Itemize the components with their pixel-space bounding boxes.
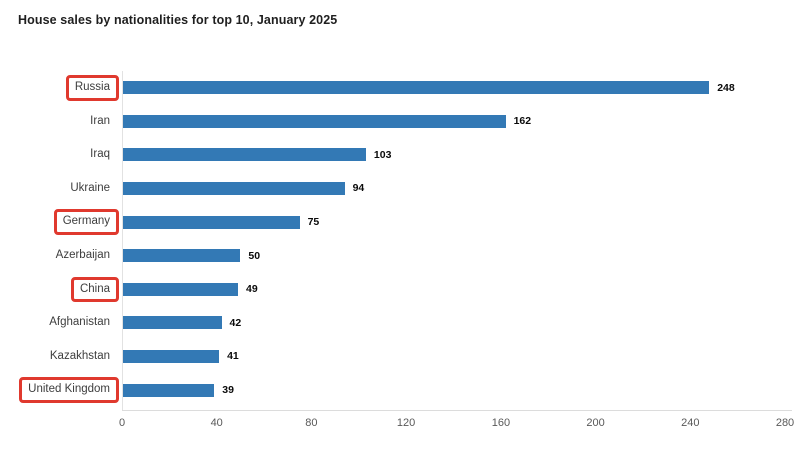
chart-title: House sales by nationalities for top 10,… — [18, 13, 338, 27]
category-label: Iraq — [90, 148, 110, 161]
bar-row: 94 — [122, 172, 785, 206]
bar — [122, 114, 506, 128]
bar-value-label: 94 — [352, 182, 365, 195]
bar-row: 248 — [122, 71, 785, 105]
category-label: Kazakhstan — [49, 349, 110, 362]
bar-value-label: 41 — [227, 350, 239, 363]
category-label-row: Ukraine — [0, 172, 119, 206]
category-label-row: Iran — [0, 105, 119, 139]
category-label-row: United Kingdom — [0, 373, 119, 407]
x-tick-label: 240 — [681, 417, 700, 429]
x-tick-label: 160 — [491, 417, 511, 429]
bar-value-label: 39 — [222, 383, 234, 396]
category-label-row: Kazakhstan — [0, 340, 119, 374]
bar — [122, 383, 215, 397]
category-label-row: Russia — [0, 71, 119, 105]
category-label: Azerbaijan — [55, 249, 110, 262]
category-label-row: Germany — [0, 205, 119, 239]
bar — [122, 215, 300, 229]
category-axis-labels: Russia Iran Iraq Ukraine Germany Azerbaijan Ch… — [0, 71, 119, 407]
category-label-highlighted: China — [70, 276, 119, 303]
x-axis-tick-labels: 0 40 80 120 160 200 240 280 — [0, 418, 805, 438]
bar-value-label: 75 — [307, 215, 320, 228]
bar — [122, 81, 710, 95]
category-label-highlighted: Russia — [65, 75, 119, 101]
bar-row: 162 — [122, 105, 785, 139]
category-label-row: Afghanistan — [0, 306, 119, 340]
bar-row: 41 — [122, 340, 785, 374]
bar-row: 49 — [122, 273, 785, 307]
bar-row: 42 — [122, 306, 785, 340]
category-label-highlighted: United Kingdom — [19, 377, 119, 403]
bar — [122, 249, 241, 263]
category-label-row: China — [0, 273, 119, 307]
bar — [122, 148, 366, 162]
x-tick-label: 0 — [118, 417, 126, 429]
bar-row: 75 — [122, 205, 785, 239]
bar-row: 50 — [122, 239, 785, 273]
bar-row: 39 — [122, 373, 785, 407]
category-label: Iran — [90, 114, 110, 127]
bar — [122, 282, 238, 296]
bar-value-label: 42 — [229, 316, 242, 329]
category-label: Ukraine — [70, 181, 110, 194]
plot-area: 248 162 103 94 75 50 49 42 41 39 — [122, 71, 785, 407]
bar-row: 103 — [122, 138, 785, 172]
category-label-highlighted: Germany — [53, 209, 119, 235]
x-axis-line — [122, 410, 792, 411]
bar — [122, 350, 220, 364]
bar — [122, 182, 345, 196]
x-tick-label: 280 — [775, 417, 795, 429]
y-axis-line — [122, 71, 123, 410]
x-tick-label: 80 — [305, 417, 318, 429]
bar-value-label: 103 — [373, 148, 392, 161]
category-label: Afghanistan — [49, 316, 110, 329]
x-tick-label: 120 — [396, 417, 416, 429]
x-tick-label: 200 — [586, 417, 605, 429]
bar-value-label: 162 — [513, 115, 532, 128]
category-label-row: Iraq — [0, 138, 119, 172]
bar-value-label: 248 — [717, 81, 735, 94]
bar-value-label: 50 — [248, 249, 261, 262]
x-tick-label: 40 — [210, 417, 223, 429]
category-label-row: Azerbaijan — [0, 239, 119, 273]
bar — [122, 316, 222, 330]
bar-value-label: 49 — [246, 283, 258, 296]
